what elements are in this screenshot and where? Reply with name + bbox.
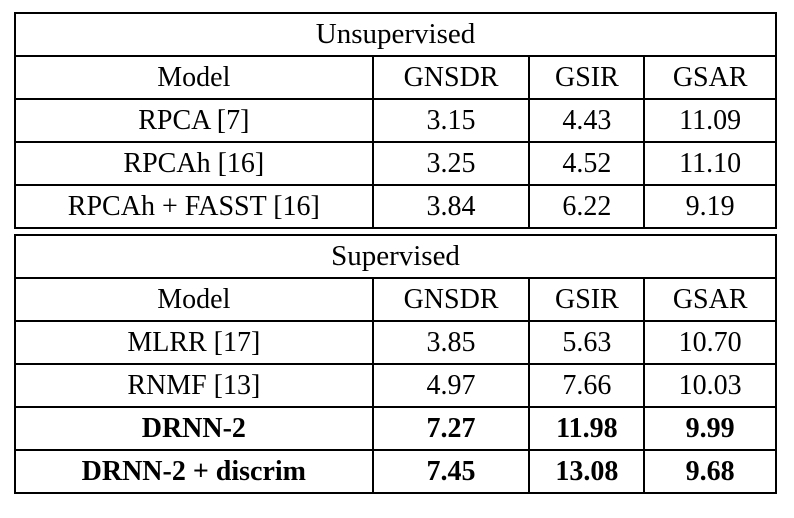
col-header-gsir: GSIR [528,277,646,322]
gsar-cell: 10.70 [643,320,777,365]
col-header-gsir: GSIR [528,55,646,100]
col-header-gsar: GSAR [643,55,777,100]
gsir-cell: 4.43 [528,98,646,143]
col-header-model: Model [14,277,374,322]
gsir-cell: 5.63 [528,320,646,365]
model-cell: RPCA [7] [14,98,374,143]
gsar-cell: 11.10 [643,141,777,186]
gnsdr-cell: 3.85 [371,320,531,365]
gnsdr-cell: 3.25 [371,141,531,186]
supervised-title-row: Supervised [14,234,777,279]
gsar-cell: 9.99 [643,406,777,451]
supervised-table: Supervised Model GNSDR GSIR GSAR MLRR [1… [14,234,777,494]
gsar-cell: 11.09 [643,98,777,143]
gsar-cell: 10.03 [643,363,777,408]
col-header-gnsdr: GNSDR [371,277,531,322]
gnsdr-cell: 3.15 [371,98,531,143]
unsupervised-title: Unsupervised [14,12,777,57]
model-cell: RNMF [13] [14,363,374,408]
unsupervised-title-row: Unsupervised [14,12,777,57]
gnsdr-cell: 4.97 [371,363,531,408]
table-row-rpcah-fasst: RPCAh + FASST [16] 3.84 6.22 9.19 [14,184,777,229]
col-header-model: Model [14,55,374,100]
table-row-rnmf: RNMF [13] 4.97 7.66 10.03 [14,363,777,408]
gnsdr-cell: 3.84 [371,184,531,229]
gsar-cell: 9.68 [643,449,777,494]
gsir-cell: 11.98 [528,406,646,451]
model-cell: RPCAh + FASST [16] [14,184,374,229]
model-cell: DRNN-2 [14,406,374,451]
table-row-drnn2: DRNN-2 7.27 11.98 9.99 [14,406,777,451]
supervised-header-row: Model GNSDR GSIR GSAR [14,277,777,322]
gsir-cell: 6.22 [528,184,646,229]
unsupervised-header-row: Model GNSDR GSIR GSAR [14,55,777,100]
supervised-title: Supervised [14,234,777,279]
gnsdr-cell: 7.27 [371,406,531,451]
model-cell: MLRR [17] [14,320,374,365]
gsir-cell: 7.66 [528,363,646,408]
gsar-cell: 9.19 [643,184,777,229]
model-cell: DRNN-2 + discrim [14,449,374,494]
page: Unsupervised Model GNSDR GSIR GSAR RPCA … [14,12,777,494]
unsupervised-table: Unsupervised Model GNSDR GSIR GSAR RPCA … [14,12,777,229]
col-header-gnsdr: GNSDR [371,55,531,100]
table-row-mlrr: MLRR [17] 3.85 5.63 10.70 [14,320,777,365]
gsir-cell: 4.52 [528,141,646,186]
table-row-drnn2-discrim: DRNN-2 + discrim 7.45 13.08 9.68 [14,449,777,494]
table-row-rpcah: RPCAh [16] 3.25 4.52 11.10 [14,141,777,186]
table-row-rpca: RPCA [7] 3.15 4.43 11.09 [14,98,777,143]
gsir-cell: 13.08 [528,449,646,494]
gnsdr-cell: 7.45 [371,449,531,494]
col-header-gsar: GSAR [643,277,777,322]
model-cell: RPCAh [16] [14,141,374,186]
